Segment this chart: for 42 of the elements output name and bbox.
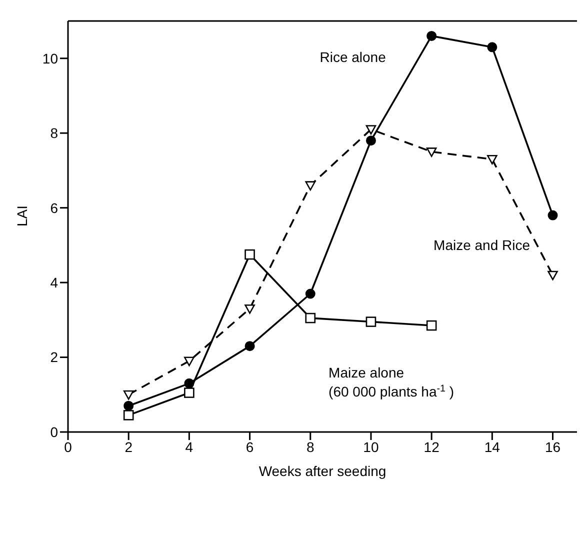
series-label: Maize and Rice	[434, 237, 530, 253]
y-tick-label: 8	[50, 125, 58, 142]
x-tick-label: 4	[185, 438, 194, 455]
point	[244, 249, 255, 260]
point	[487, 154, 498, 164]
x-tick-label: 0	[64, 438, 72, 455]
point	[123, 390, 134, 400]
point	[548, 270, 558, 280]
x-tick-label: 14	[484, 438, 500, 455]
point	[305, 312, 316, 324]
point	[305, 288, 316, 299]
point	[305, 181, 316, 191]
point	[124, 400, 134, 411]
point	[123, 410, 134, 420]
point	[244, 304, 255, 314]
series-label: Rice alone	[320, 48, 386, 65]
x-tick-label: 8	[306, 438, 314, 455]
x-axis-title: Weeks after seeding	[258, 463, 386, 479]
x-tick-label: 6	[246, 438, 254, 455]
x-tick-label: 12	[424, 438, 440, 455]
y-tick-label: 6	[50, 200, 58, 216]
text: Maize alone (60 000 plants ha$^{-1}$ )	[328, 364, 454, 400]
y-axis-title: LAI	[14, 205, 30, 226]
y-tick-label: 2	[50, 349, 58, 366]
x-tick-label: 2	[124, 438, 133, 455]
x-tick-label: 16	[544, 438, 561, 455]
point	[426, 320, 437, 331]
y-tick-label: 0	[50, 424, 58, 440]
x-tick-label: 10	[363, 438, 379, 455]
point	[366, 125, 376, 135]
point	[426, 30, 437, 41]
point	[244, 341, 255, 352]
point	[184, 356, 194, 366]
point	[426, 148, 437, 157]
point	[366, 316, 376, 327]
point	[184, 378, 194, 388]
y-tick-label: 4	[50, 274, 58, 291]
point	[487, 42, 498, 52]
point	[366, 136, 376, 146]
point	[184, 388, 194, 398]
point	[548, 210, 558, 220]
y-tick-label: 10	[42, 50, 58, 66]
